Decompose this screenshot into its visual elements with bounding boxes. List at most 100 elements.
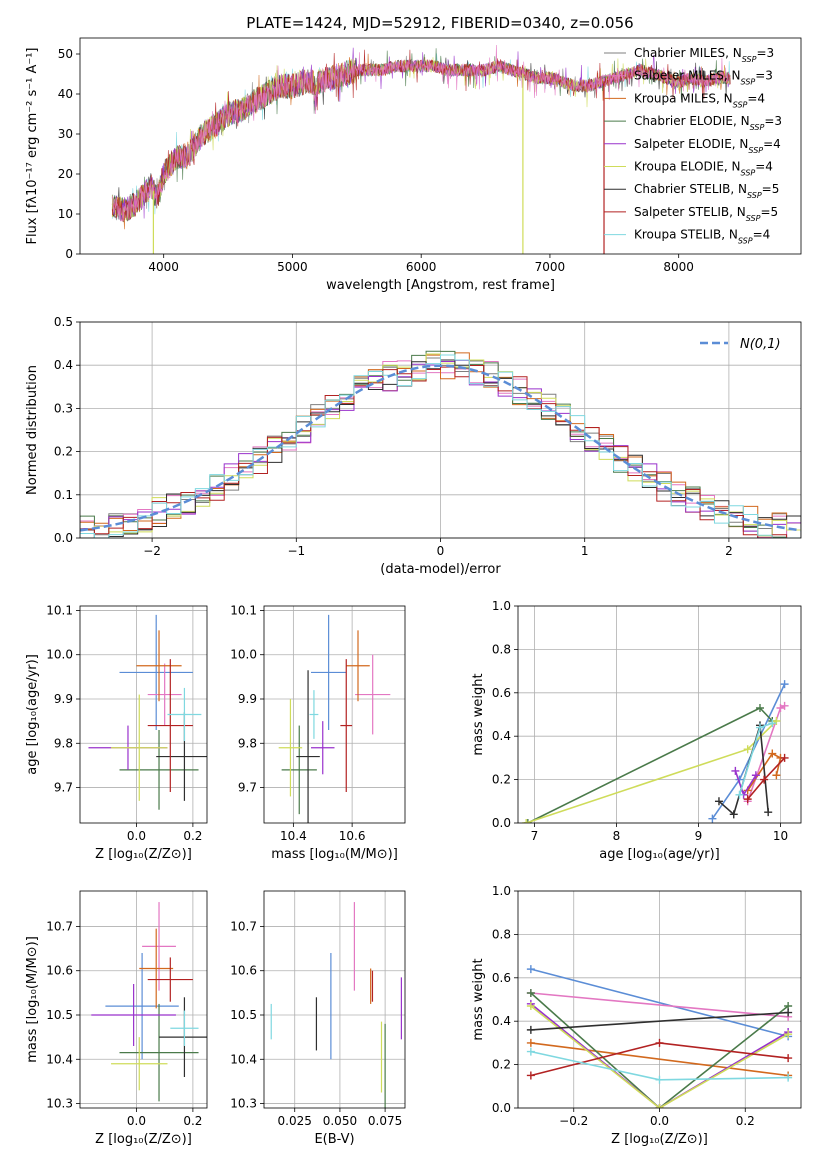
errorbar-point <box>311 614 347 730</box>
y-tick-label: 0.0 <box>492 1101 511 1115</box>
x-tick-label: 8000 <box>663 260 694 274</box>
axes-frame <box>79 605 208 824</box>
weight-marker <box>743 795 752 804</box>
y-tick-label: 0.0 <box>492 816 511 830</box>
errorbar-point <box>147 663 182 726</box>
plot-weight-vs-age: 7 8 9 10 0.0 0.2 0.4 0.6 0.8 1.0 age [log₁₀(age/yr… <box>471 599 802 862</box>
legend-entry: Chabrier ELODIE, NSSP=3 <box>634 114 782 132</box>
weight-series <box>526 1038 793 1080</box>
x-tick-label: 0.2 <box>183 1114 202 1128</box>
weight-marker <box>526 1025 535 1034</box>
y-tick-label: 40 <box>58 87 73 101</box>
plot-residuals: −2 −1 0 1 2 0.0 0.1 0.2 0.3 0.4 0.5 (data-model)/er… <box>25 315 802 577</box>
y-tick-label: 10.5 <box>46 1008 73 1022</box>
y-tick-label: 0.2 <box>492 773 511 787</box>
errorbar-point <box>105 953 179 1060</box>
x-tick-label: 0.0 <box>127 1114 146 1128</box>
y-tick-label: 0.4 <box>492 729 511 743</box>
y-axis-ticks: 9.7 9.8 9.9 10.0 10.1 <box>230 603 405 795</box>
errorbar-point <box>119 730 199 810</box>
y-tick-label: 10.7 <box>230 919 257 933</box>
y-tick-label: 9.7 <box>54 781 73 795</box>
x-tick-label: 0.075 <box>368 1114 402 1128</box>
x-tick-label: 9 <box>695 829 703 843</box>
weight-series <box>735 719 777 799</box>
weight-marker <box>780 701 789 710</box>
y-tick-label: 0.2 <box>54 445 73 459</box>
x-tick-label: 4000 <box>148 260 179 274</box>
weight-marker <box>526 988 535 997</box>
x-tick-label: 10.4 <box>280 829 307 843</box>
legend: N(0,1) <box>700 337 781 352</box>
data-layer <box>278 614 391 823</box>
legend-entry: Chabrier MILES, NSSP=3 <box>634 46 774 64</box>
errorbar-point <box>147 957 193 1002</box>
weight-line <box>530 1042 789 1077</box>
y-tick-label: 30 <box>58 127 73 141</box>
x-tick-label: 10.6 <box>339 829 366 843</box>
errorbar-point <box>296 670 320 823</box>
gaussian-curve <box>80 364 801 532</box>
weight-marker <box>772 771 781 780</box>
plot-age-vs-mass: 10.4 10.6 9.7 9.8 9.9 10.0 10.1 mass [log₁₀(M/M… <box>230 603 406 862</box>
y-tick-label: 50 <box>58 47 73 61</box>
weight-marker <box>526 1038 535 1047</box>
weight-line <box>530 1011 789 1031</box>
y-axis-ticks: 0.0 0.2 0.4 0.6 0.8 1.0 <box>492 599 801 830</box>
x-axis-label: Z [log₁₀(Z/Z⊙)] <box>611 1132 708 1147</box>
y-axis-label: mass weight <box>471 673 486 755</box>
weight-marker <box>784 1054 793 1063</box>
y-tick-label: 1.0 <box>492 599 511 613</box>
data-layer <box>111 44 731 254</box>
x-tick-label: 0.2 <box>183 829 202 843</box>
weight-series <box>743 701 789 806</box>
data-layer <box>91 902 207 1102</box>
x-tick-label: 7 <box>531 829 539 843</box>
x-tick-label: 0 <box>437 544 445 558</box>
weight-series <box>526 1038 793 1080</box>
axes-frame <box>517 890 802 1109</box>
y-tick-label: 10.4 <box>230 1052 257 1066</box>
y-tick-label: 10.6 <box>46 964 73 978</box>
x-axis-ticks: 10.4 10.6 <box>280 606 365 843</box>
weight-marker <box>768 719 777 728</box>
weight-marker <box>760 775 769 784</box>
plot-spectrum: 4000 5000 6000 7000 8000 0 10 20 30 40 50 wavelengt… <box>25 37 802 293</box>
plot-mass-vs-Z: 0.0 0.2 10.3 10.4 10.5 10.6 10.7 Z [log₁₀(Z/Z⊙)… <box>25 890 208 1147</box>
legend-entry: Kroupa STELIB, NSSP=4 <box>634 228 770 246</box>
weight-series <box>523 703 777 823</box>
x-axis-label: Z [log₁₀(Z/Z⊙)] <box>95 1132 192 1147</box>
x-axis-ticks: 7 8 9 10 <box>531 606 788 843</box>
y-tick-label: 20 <box>58 167 73 181</box>
errorbar-point <box>119 614 193 730</box>
weight-marker <box>526 1002 535 1011</box>
x-tick-label: 0.2 <box>736 1114 755 1128</box>
x-tick-label: −2 <box>143 544 161 558</box>
weight-series <box>526 1047 793 1084</box>
errorbar-point <box>136 630 182 702</box>
plot-mass-vs-ebv: 0.025 0.050 0.075 10.3 10.4 10.5 10.6 10.7 E(B-V… <box>230 890 406 1147</box>
x-axis-ticks: 0.0 0.2 <box>127 891 202 1128</box>
weight-marker <box>764 808 773 817</box>
weight-line <box>530 968 789 1038</box>
legend-entry: Chabrier STELIB, NSSP=5 <box>634 182 779 200</box>
x-axis-label: age [log₁₀(age/yr)] <box>599 847 720 862</box>
y-axis-ticks: 10.3 10.4 10.5 10.6 10.7 <box>230 919 405 1111</box>
y-tick-label: 10 <box>58 207 73 221</box>
weight-series <box>743 753 789 804</box>
legend: Chabrier MILES, NSSP=3 Salpeter MILES, NS… <box>604 46 782 245</box>
y-tick-label: 9.8 <box>238 736 257 750</box>
x-tick-label: 6000 <box>406 260 437 274</box>
y-tick-label: 10.6 <box>230 964 257 978</box>
weight-line <box>530 1005 789 1108</box>
weight-marker <box>708 814 717 823</box>
errorbar-point <box>311 721 335 775</box>
errorbar-point <box>91 984 176 1046</box>
y-tick-label: 9.8 <box>54 736 73 750</box>
y-tick-label: 0.2 <box>492 1058 511 1072</box>
x-tick-label: 8 <box>613 829 621 843</box>
y-tick-label: 10.0 <box>46 648 73 662</box>
plot-weight-vs-Z: −0.2 0.0 0.2 0.0 0.2 0.4 0.6 0.8 1.0 Z [log₁₀(Z/Z… <box>471 884 802 1147</box>
x-axis-ticks: 4000 5000 6000 7000 8000 <box>148 254 694 274</box>
weight-marker <box>523 819 532 823</box>
